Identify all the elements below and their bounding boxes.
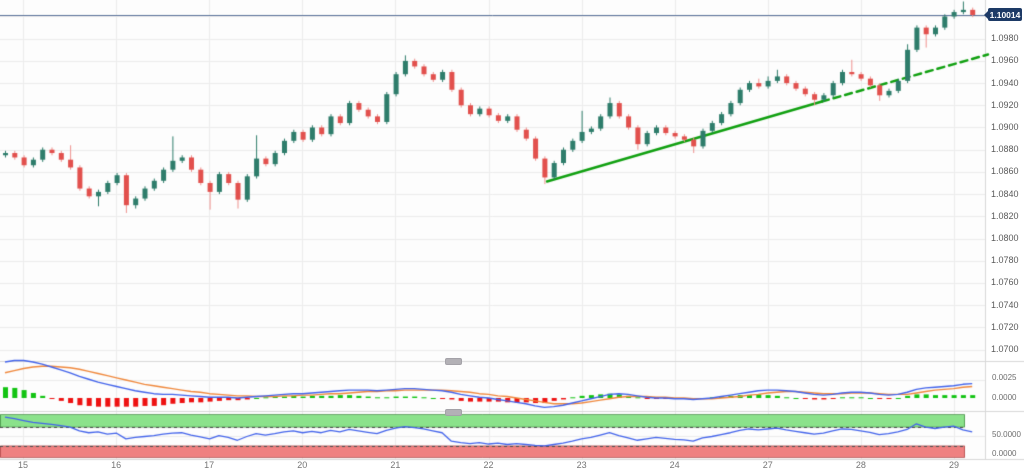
price-tick-label: 1.0960: [991, 55, 1019, 66]
time-tick-label: 20: [297, 460, 308, 470]
time-tick-label: 23: [576, 460, 587, 470]
price-tick-label: 1.0700: [991, 344, 1019, 354]
rsi-axis-label-0: 0.0000: [992, 449, 1017, 458]
price-tick-label: 1.0740: [991, 299, 1019, 310]
time-tick-label: 29: [948, 460, 960, 470]
price-tick-label: 1.0720: [991, 321, 1019, 332]
time-tick-label: 15: [17, 460, 29, 470]
price-tick-label: 1.0980: [991, 33, 1019, 44]
time-tick-label: 17: [204, 460, 215, 470]
macd-axis-label-zero: 0.0000: [992, 393, 1017, 402]
time-tick-label: 22: [483, 460, 494, 470]
price-tick-label: 1.0940: [991, 77, 1019, 88]
price-tick-label: 1.0820: [991, 210, 1019, 221]
time-tick-label: 21: [390, 460, 401, 470]
price-tick-label: 1.0760: [991, 277, 1019, 288]
macd-axis-label-upper: 0.0025: [992, 373, 1017, 382]
price-tick-label: 1.0920: [991, 99, 1019, 110]
pane-resize-handle[interactable]: [445, 409, 462, 416]
price-tick-label: 1.0860: [991, 166, 1019, 177]
price-tick-label: 1.0780: [991, 255, 1019, 266]
time-tick-label: 16: [111, 460, 122, 470]
price-tick-label: 1.0800: [991, 233, 1019, 243]
price-tick-label: 1.0840: [991, 188, 1019, 199]
current-price-label: 1.10014: [984, 8, 1022, 21]
price-tick-label: 1.0880: [991, 144, 1019, 155]
time-tick-label: 24: [669, 460, 680, 470]
price-tick-label: 1.0900: [991, 122, 1019, 132]
time-tick-label: 28: [855, 460, 866, 470]
rsi-axis-label-50: 50.0000: [992, 430, 1021, 439]
pane-resize-handle[interactable]: [445, 358, 462, 365]
time-tick-label: 27: [762, 460, 773, 470]
